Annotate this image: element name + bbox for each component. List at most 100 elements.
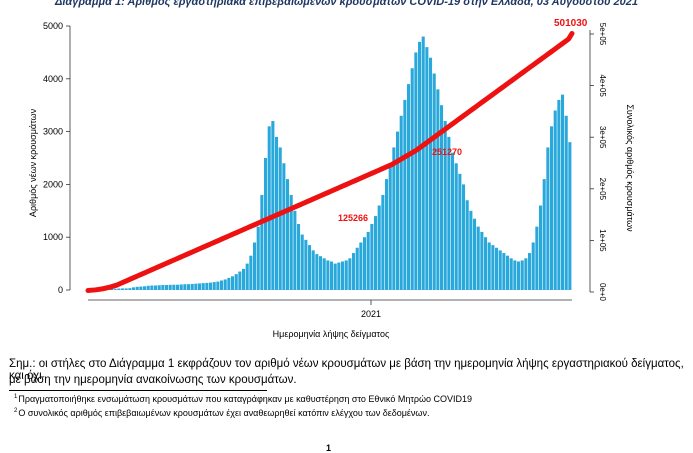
bar <box>407 84 411 290</box>
bar <box>355 247 359 290</box>
bar <box>528 253 532 290</box>
bar <box>359 242 363 290</box>
bar <box>352 253 356 290</box>
bar-series <box>88 36 572 291</box>
bar <box>418 41 422 291</box>
bar <box>502 253 506 290</box>
bar <box>550 126 554 290</box>
right-axis-ticks: 0e+0 1e+05 2e+05 3e+05 4e+05 5e+05 <box>590 23 607 302</box>
footnote-1: 1Πραγματοποιήθηκε ενσωμάτωση κρουσμάτων … <box>14 394 472 404</box>
bar <box>374 216 378 290</box>
bar <box>447 136 451 290</box>
bar <box>377 205 381 290</box>
bar <box>465 200 469 290</box>
bar <box>256 226 260 290</box>
left-tick-label: 5000 <box>43 21 63 31</box>
bar <box>260 194 264 290</box>
bar <box>517 261 521 290</box>
footnote-2-text: Ο συνολικός αριθμός επιβεβαιωμένων κρουσ… <box>18 408 430 418</box>
bar <box>396 131 400 290</box>
bar <box>542 179 546 290</box>
left-tick-label: 4000 <box>43 74 63 84</box>
right-tick-label: 0e+0 <box>598 283 607 302</box>
bar <box>403 99 407 290</box>
bar <box>143 286 147 290</box>
bar <box>319 256 323 290</box>
chart-plot: 0 1000 2000 3000 4000 5000 0e+0 1e+05 2e+05 3e+0… <box>28 18 635 339</box>
bar <box>480 231 484 290</box>
bar <box>333 263 337 290</box>
bar <box>487 242 491 290</box>
y-axis-label: Αριθμός νέων κρουσμάτων <box>28 108 38 217</box>
bar <box>278 147 282 290</box>
bar <box>513 260 517 290</box>
bar <box>436 89 440 290</box>
bar <box>381 194 385 290</box>
bar <box>249 255 253 290</box>
footnote-1-text: Πραγματοποιήθηκε ενσωμάτωση κρουσμάτων π… <box>18 394 473 404</box>
bar <box>451 152 455 290</box>
bar <box>231 276 235 290</box>
bar <box>150 285 154 290</box>
bar <box>161 284 165 290</box>
bar <box>293 210 297 290</box>
bar <box>110 288 114 290</box>
bar <box>462 184 466 290</box>
bar <box>201 283 205 290</box>
right-tick-label: 1e+05 <box>598 229 607 252</box>
bar <box>121 288 125 290</box>
bar <box>212 282 216 290</box>
x-axis-label: Ημερομηνία λήψης δείγματος <box>273 329 390 339</box>
chart-title: Διάγραμμα 1: Αριθμός εργαστηριακά επιβεβ… <box>54 0 639 8</box>
footnote-2-mark: 2 <box>14 408 18 414</box>
bar <box>238 271 242 290</box>
bar <box>509 258 513 290</box>
bar <box>491 245 495 290</box>
note-line-2: με βάση την ημερομηνία ανακοίνωσης των κ… <box>9 374 297 386</box>
bar <box>253 242 257 290</box>
bar <box>146 285 150 290</box>
bar <box>245 263 249 290</box>
bar <box>366 231 370 290</box>
bar <box>429 57 433 291</box>
bar <box>458 173 462 290</box>
bar <box>399 115 403 290</box>
bar <box>113 288 117 290</box>
bar <box>484 237 488 290</box>
bar <box>344 260 348 290</box>
left-tick-label: 1000 <box>43 232 63 242</box>
bar <box>267 126 271 290</box>
bar <box>176 284 180 290</box>
bar <box>308 245 312 290</box>
bar <box>282 163 286 290</box>
bar <box>234 274 238 290</box>
bar <box>546 147 550 290</box>
annotation-125266: 125266 <box>338 213 368 223</box>
bar <box>289 194 293 290</box>
right-tick-label: 5e+05 <box>598 23 607 46</box>
bar <box>187 284 191 290</box>
x-tick-label-2021: 2021 <box>361 309 381 319</box>
bar <box>183 284 187 290</box>
bar <box>194 283 198 290</box>
bar <box>271 121 275 290</box>
bar <box>421 36 425 291</box>
bar <box>443 121 447 290</box>
bar <box>330 261 334 290</box>
bar <box>432 73 436 291</box>
bar <box>168 284 172 290</box>
bar <box>535 226 539 290</box>
bar <box>322 258 326 290</box>
bar <box>135 286 139 290</box>
bar <box>568 142 572 290</box>
bar <box>139 286 143 290</box>
bar <box>524 258 528 290</box>
bar <box>392 147 396 290</box>
bar <box>410 68 414 291</box>
bar <box>469 210 473 290</box>
bar <box>216 281 220 290</box>
right-tick-label: 3e+05 <box>598 126 607 149</box>
bar <box>223 279 227 290</box>
bar <box>242 268 246 290</box>
right-tick-label: 4e+05 <box>598 74 607 97</box>
